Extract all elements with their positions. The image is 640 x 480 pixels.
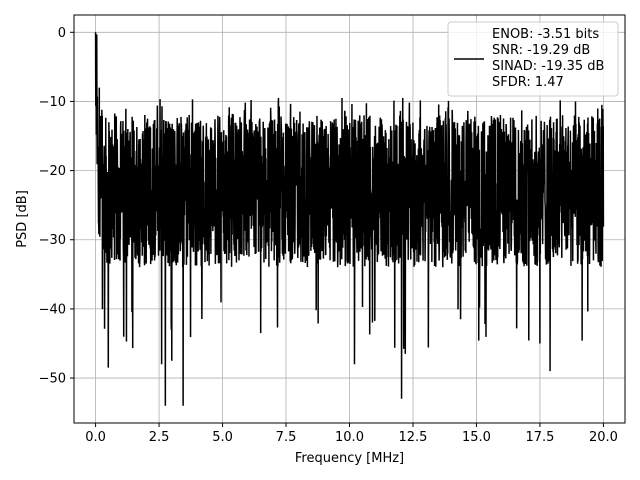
- y-axis-ticks: 0 −10 −20 −30 −40 −50: [39, 26, 74, 387]
- x-tick-label: 7.5: [276, 430, 297, 445]
- y-tick-label: −10: [39, 95, 66, 110]
- x-tick-label: 20.0: [589, 430, 618, 445]
- legend-line-sinad: SINAD: -19.35 dB: [492, 59, 604, 74]
- x-axis-ticks: 0.0 2.5 5.0 7.5 10.0 12.5 15.0 17.5 20.0: [85, 423, 618, 445]
- legend: ENOB: -3.51 bits SNR: -19.29 dB SINAD: -…: [447, 21, 619, 97]
- legend-line-snr: SNR: -19.29 dB: [492, 43, 590, 58]
- legend-line-sfdr: SFDR: 1.47: [492, 75, 564, 90]
- plot-area: [94, 32, 605, 406]
- legend-box: [447, 21, 619, 97]
- x-tick-label: 10.0: [335, 430, 364, 445]
- x-tick-label: 5.0: [212, 430, 233, 445]
- y-tick-label: −50: [39, 372, 66, 387]
- y-tick-label: −20: [39, 164, 66, 179]
- x-axis-label: Frequency [MHz]: [295, 451, 404, 466]
- y-tick-label: −40: [39, 302, 66, 317]
- x-tick-label: 12.5: [399, 430, 428, 445]
- y-axis-label: PSD [dB]: [15, 190, 30, 248]
- y-tick-label: 0: [58, 26, 66, 41]
- x-tick-label: 2.5: [149, 430, 170, 445]
- x-tick-label: 0.0: [85, 430, 106, 445]
- x-tick-label: 17.5: [525, 430, 554, 445]
- legend-line-enob: ENOB: -3.51 bits: [492, 27, 599, 42]
- x-tick-label: 15.0: [462, 430, 491, 445]
- y-tick-label: −30: [39, 233, 66, 248]
- psd-trace: [94, 32, 605, 406]
